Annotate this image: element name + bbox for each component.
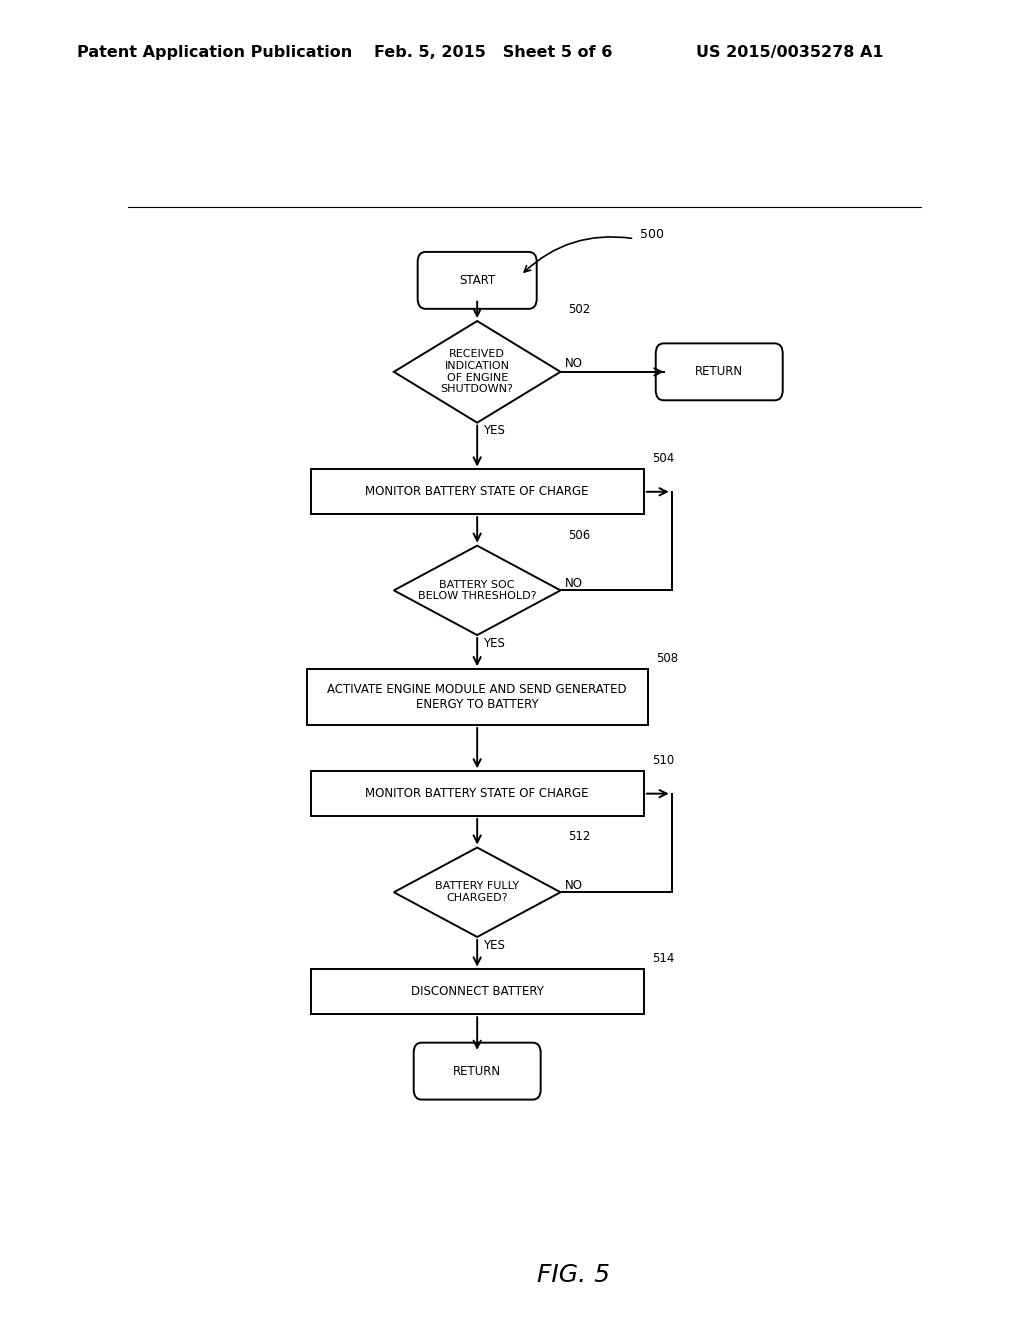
Bar <box>310 771 644 816</box>
Text: 504: 504 <box>652 453 674 466</box>
Text: RETURN: RETURN <box>454 1065 501 1077</box>
Text: US 2015/0035278 A1: US 2015/0035278 A1 <box>696 45 884 61</box>
Text: BATTERY SOC
BELOW THRESHOLD?: BATTERY SOC BELOW THRESHOLD? <box>418 579 537 601</box>
FancyBboxPatch shape <box>414 1043 541 1100</box>
Text: 506: 506 <box>568 528 591 541</box>
Bar <box>310 969 644 1014</box>
Text: 502: 502 <box>568 304 591 315</box>
FancyBboxPatch shape <box>655 343 782 400</box>
Bar <box>310 470 644 515</box>
Text: Feb. 5, 2015   Sheet 5 of 6: Feb. 5, 2015 Sheet 5 of 6 <box>374 45 612 61</box>
Polygon shape <box>394 545 560 635</box>
Text: YES: YES <box>482 636 505 649</box>
FancyBboxPatch shape <box>418 252 537 309</box>
Polygon shape <box>394 847 560 937</box>
Text: NO: NO <box>564 577 583 590</box>
Text: YES: YES <box>482 939 505 952</box>
Text: MONITOR BATTERY STATE OF CHARGE: MONITOR BATTERY STATE OF CHARGE <box>366 486 589 498</box>
Text: DISCONNECT BATTERY: DISCONNECT BATTERY <box>411 985 544 998</box>
Text: Patent Application Publication: Patent Application Publication <box>77 45 352 61</box>
Bar <box>306 669 648 725</box>
Text: BATTERY FULLY
CHARGED?: BATTERY FULLY CHARGED? <box>435 882 519 903</box>
Text: MONITOR BATTERY STATE OF CHARGE: MONITOR BATTERY STATE OF CHARGE <box>366 787 589 800</box>
Text: NO: NO <box>564 358 583 370</box>
Text: 512: 512 <box>568 830 591 843</box>
Text: 500: 500 <box>640 228 664 242</box>
Text: 508: 508 <box>655 652 678 665</box>
Text: 514: 514 <box>652 953 674 965</box>
Text: START: START <box>459 273 496 286</box>
Text: RETURN: RETURN <box>695 366 743 379</box>
Text: 510: 510 <box>652 754 674 767</box>
Text: FIG. 5: FIG. 5 <box>537 1263 610 1287</box>
Polygon shape <box>394 321 560 422</box>
Text: RECEIVED
INDICATION
OF ENGINE
SHUTDOWN?: RECEIVED INDICATION OF ENGINE SHUTDOWN? <box>440 350 514 395</box>
Text: NO: NO <box>564 879 583 891</box>
Text: YES: YES <box>482 424 505 437</box>
Text: ACTIVATE ENGINE MODULE AND SEND GENERATED
ENERGY TO BATTERY: ACTIVATE ENGINE MODULE AND SEND GENERATE… <box>328 682 627 711</box>
